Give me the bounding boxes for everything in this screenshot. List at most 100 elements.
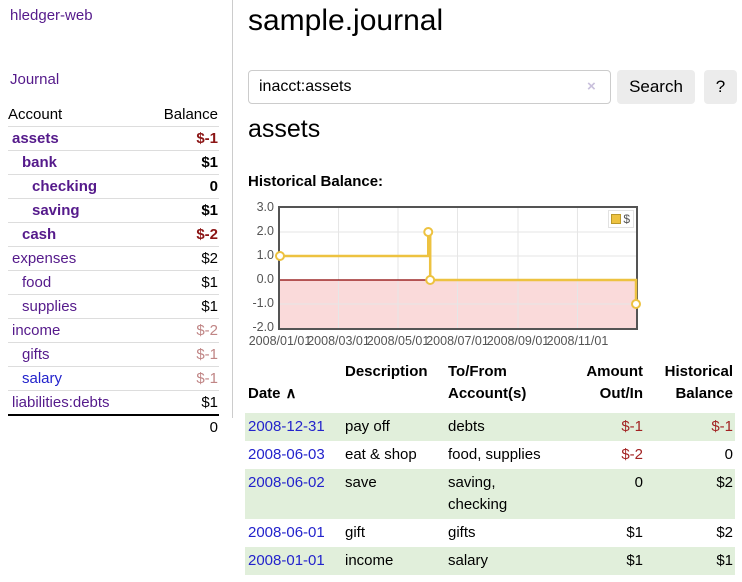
register-amount-cell: 0 xyxy=(578,469,655,519)
account-balance: $1 xyxy=(138,271,219,295)
register-balance-cell: $1 xyxy=(655,547,735,575)
register-header-balance: Historical Balance xyxy=(655,358,735,413)
x-axis-label: 2008/07/01 xyxy=(426,334,489,348)
account-link[interactable]: checking xyxy=(32,178,97,195)
register-date-cell: 2008-01-01 xyxy=(245,547,345,575)
register-description-cell: income xyxy=(345,547,448,575)
x-axis-label: 2008/05/01 xyxy=(367,334,430,348)
register-description-cell: gift xyxy=(345,519,448,547)
account-row: income $-2 xyxy=(8,319,219,343)
account-link[interactable]: bank xyxy=(22,154,57,171)
legend-label: $ xyxy=(623,212,630,226)
account-balance: 0 xyxy=(138,175,219,199)
register-header-accounts: To/From Account(s) xyxy=(448,358,578,413)
register-date-cell: 2008-06-01 xyxy=(245,519,345,547)
register-header-description: Description xyxy=(345,358,448,413)
register-date-link[interactable]: 2008-01-01 xyxy=(248,552,325,569)
hledger-web-page: { "colors": { "purple": "#551a8b", "link… xyxy=(0,0,742,582)
register-row: 2008-06-03eat & shopfood, supplies$-20 xyxy=(245,441,735,469)
account-name-cell: liabilities:debts xyxy=(8,391,138,416)
account-name-cell: expenses xyxy=(8,247,138,271)
account-heading: assets xyxy=(248,115,320,144)
account-name-cell: income xyxy=(8,319,138,343)
account-rows: assets $-1 bank $1 checking 0 saving $1 cash $-2 e… xyxy=(8,127,219,416)
account-name-cell: supplies xyxy=(8,295,138,319)
account-link[interactable]: gifts xyxy=(22,346,50,363)
search-button[interactable]: Search xyxy=(617,70,695,104)
sidebar-item-journal[interactable]: Journal xyxy=(10,71,59,88)
register-header-amount: Amount Out/In xyxy=(578,358,655,413)
help-button[interactable]: ? xyxy=(704,70,737,104)
account-link[interactable]: liabilities:debts xyxy=(12,394,110,411)
y-axis-label: -2.0 xyxy=(248,320,274,334)
account-balance: $-1 xyxy=(138,367,219,391)
register-balance-cell: $2 xyxy=(655,469,735,519)
account-link[interactable]: supplies xyxy=(22,298,77,315)
register-date-cell: 2008-06-02 xyxy=(245,469,345,519)
register-date-link[interactable]: 2008-06-02 xyxy=(248,474,325,491)
chart-canvas[interactable] xyxy=(280,208,636,328)
account-link[interactable]: expenses xyxy=(12,250,76,267)
chart-legend: $ xyxy=(608,210,634,228)
account-link[interactable]: cash xyxy=(22,226,56,243)
register-rows: 2008-12-31pay offdebts$-1$-12008-06-03ea… xyxy=(245,413,735,575)
account-balance: $1 xyxy=(138,391,219,416)
register-description-cell: save xyxy=(345,469,448,519)
total-balance: 0 xyxy=(138,415,219,439)
search-input[interactable] xyxy=(248,70,611,104)
register-amount-cell: $1 xyxy=(578,519,655,547)
register-accounts-cell: food, supplies xyxy=(448,441,578,469)
accounts-table: Account Balance assets $-1 bank $1 checking 0… xyxy=(8,103,219,439)
account-name-cell: cash xyxy=(8,223,138,247)
register-balance-cell: $2 xyxy=(655,519,735,547)
brand-link[interactable]: hledger-web xyxy=(10,7,93,24)
search-bar: × Search ? xyxy=(248,70,738,104)
account-balance: $1 xyxy=(138,199,219,223)
account-row: supplies$1 xyxy=(8,295,219,319)
register-date-link[interactable]: 2008-06-01 xyxy=(248,524,325,541)
register-row: 2008-12-31pay offdebts$-1$-1 xyxy=(245,413,735,441)
x-axis-label: 2008/03/01 xyxy=(307,334,370,348)
account-name-cell: salary xyxy=(8,367,138,391)
data-point-marker xyxy=(632,300,640,308)
chart-title: Historical Balance: xyxy=(248,173,383,190)
register-amount-cell: $-1 xyxy=(578,413,655,441)
account-link[interactable]: saving xyxy=(32,202,80,219)
register-header-date[interactable]: Date∧ xyxy=(245,358,345,413)
account-balance: $-1 xyxy=(138,127,219,151)
account-link[interactable]: income xyxy=(12,322,60,339)
register-balance-cell: $-1 xyxy=(655,413,735,441)
register-row: 2008-01-01incomesalary$1$1 xyxy=(245,547,735,575)
account-row: bank $1 xyxy=(8,151,219,175)
clear-search-icon[interactable]: × xyxy=(587,78,596,95)
account-balance: $-1 xyxy=(138,343,219,367)
account-row: food $1 xyxy=(8,271,219,295)
legend-swatch-icon xyxy=(611,214,621,224)
accounts-header-row: Account Balance xyxy=(8,103,219,127)
register-date-link[interactable]: 2008-12-31 xyxy=(248,418,325,435)
register-accounts-cell: debts xyxy=(448,413,578,441)
register-row: 2008-06-01giftgifts$1$2 xyxy=(245,519,735,547)
y-axis-label: 1.0 xyxy=(248,248,274,262)
sort-ascending-icon: ∧ xyxy=(286,385,297,402)
chart-plot-area[interactable]: $ xyxy=(278,206,638,330)
account-link[interactable]: assets xyxy=(12,130,59,147)
x-axis-label: 2008/09/01 xyxy=(487,334,550,348)
register-table: Date∧ Description To/From Account(s) Amo… xyxy=(245,358,735,575)
register-date-cell: 2008-06-03 xyxy=(245,441,345,469)
accounts-total-row: 0 xyxy=(8,415,219,439)
sidebar: hledger-web Journal Account Balance asse… xyxy=(0,0,233,418)
y-axis-label: 3.0 xyxy=(248,200,274,214)
account-row: checking 0 xyxy=(8,175,219,199)
account-balance: $2 xyxy=(138,247,219,271)
data-point-marker xyxy=(426,276,434,284)
account-link[interactable]: salary xyxy=(22,370,62,387)
account-row: expenses $2 xyxy=(8,247,219,271)
register-date-link[interactable]: 2008-06-03 xyxy=(248,446,325,463)
account-balance: $-2 xyxy=(138,319,219,343)
account-link[interactable]: food xyxy=(22,274,51,291)
account-name-cell: assets xyxy=(8,127,138,151)
account-row: gifts $-1 xyxy=(8,343,219,367)
data-point-marker xyxy=(424,228,432,236)
account-balance: $1 xyxy=(138,151,219,175)
